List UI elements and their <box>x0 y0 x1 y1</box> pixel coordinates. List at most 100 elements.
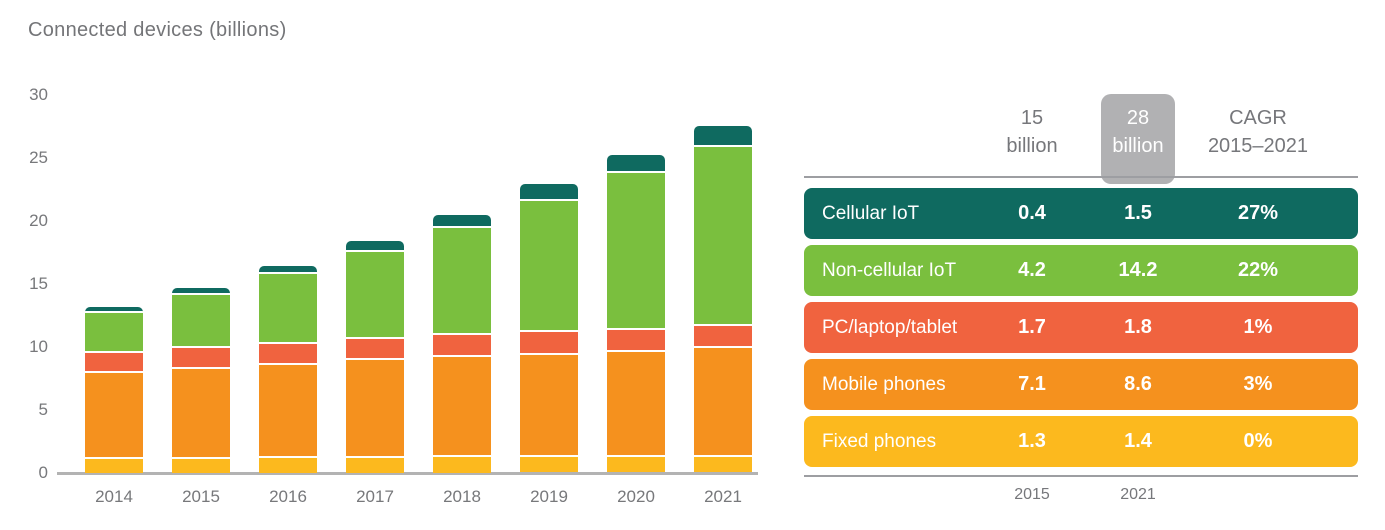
bar-segment-pc-laptop-tablet-2017 <box>346 336 404 359</box>
column-header-15-billion-line2: billion <box>1006 135 1058 157</box>
highlight-box-28-billion: 28 billion <box>1101 94 1175 184</box>
value-2021: 1.4 <box>1124 430 1152 452</box>
bar-segment-mobile-phones-2015 <box>172 367 230 457</box>
stacked-bar-2019 <box>520 184 578 473</box>
stacked-bar-2017 <box>346 241 404 473</box>
table-row-non-cellular-iot: Non-cellular IoT 4.2 14.2 22% <box>804 245 1358 296</box>
x-axis-label-2019: 2019 <box>530 487 568 506</box>
stacked-bar-2015 <box>172 288 230 473</box>
bar-segment-fixed-phones-2019 <box>520 454 578 473</box>
bar-segment-pc-laptop-tablet-2021 <box>694 323 752 347</box>
table-row-pc-laptop-tablet: PC/laptop/tablet 1.7 1.8 1% <box>804 302 1358 353</box>
bar-segment-pc-laptop-tablet-2014 <box>85 351 143 372</box>
y-axis-label-20: 20 <box>29 211 48 230</box>
bar-segment-cellular-iot-2021 <box>694 126 752 145</box>
row-label: Cellular IoT <box>822 202 920 224</box>
bar-segment-mobile-phones-2021 <box>694 346 752 455</box>
row-label: PC/laptop/tablet <box>822 316 958 338</box>
row-label: Non-cellular IoT <box>822 259 957 281</box>
bar-segment-mobile-phones-2014 <box>85 371 143 457</box>
bar-segment-fixed-phones-2015 <box>172 456 230 473</box>
bar-segment-cellular-iot-2020 <box>607 155 665 172</box>
stacked-bar-2014 <box>85 307 143 473</box>
value-cagr: 27% <box>1237 202 1279 224</box>
bar-segment-fixed-phones-2020 <box>607 454 665 473</box>
y-axis-label-25: 25 <box>29 148 48 167</box>
bar-segment-cellular-iot-2016 <box>259 266 317 273</box>
bar-segment-cellular-iot-2018 <box>433 215 491 227</box>
value-2015: 0.4 <box>1018 202 1046 224</box>
column-header-28-billion: 28 billion <box>1101 104 1175 160</box>
x-axis-label-2021: 2021 <box>704 487 742 506</box>
bar-segment-mobile-phones-2018 <box>433 354 491 456</box>
footer-year-2015: 2015 <box>1014 486 1050 503</box>
table-row-cellular-iot: Cellular IoT 0.4 1.5 27% <box>804 188 1358 239</box>
row-label: Mobile phones <box>822 373 946 395</box>
summary-table: 15 billion 28 billion CAGR 2015–2021 Cel… <box>804 0 1358 530</box>
stacked-bar-2020 <box>607 155 665 473</box>
header-divider-line <box>804 176 1358 178</box>
column-header-15-billion: 15 billion <box>976 104 1088 160</box>
bar-segment-fixed-phones-2014 <box>85 456 143 473</box>
value-2021: 8.6 <box>1124 373 1152 395</box>
x-axis-label-2016: 2016 <box>269 487 307 506</box>
column-header-cagr-line2: 2015–2021 <box>1207 135 1309 157</box>
value-cagr: 3% <box>1243 373 1273 395</box>
x-axis-label-2014: 2014 <box>95 487 133 506</box>
footer-divider-line <box>804 475 1358 477</box>
value-cagr: 1% <box>1243 316 1273 338</box>
value-2015: 1.3 <box>1018 430 1046 452</box>
y-axis-label-0: 0 <box>38 463 48 482</box>
column-header-28-billion-line2: billion <box>1112 135 1164 157</box>
bar-segment-non-cellular-iot-2014 <box>85 310 143 352</box>
bar-segment-cellular-iot-2017 <box>346 241 404 250</box>
x-axis-label-2018: 2018 <box>443 487 481 506</box>
bar-segment-non-cellular-iot-2020 <box>607 171 665 328</box>
table-row-mobile-phones: Mobile phones 7.1 8.6 3% <box>804 359 1358 410</box>
bar-segment-non-cellular-iot-2015 <box>172 293 230 346</box>
bar-segment-pc-laptop-tablet-2019 <box>520 330 578 353</box>
column-header-cagr: CAGR 2015–2021 <box>1188 104 1328 160</box>
column-header-15-billion-line1: 15 <box>1020 107 1044 129</box>
bar-segment-non-cellular-iot-2017 <box>346 249 404 337</box>
stacked-bar-2021 <box>694 126 752 473</box>
footer-year-2021: 2021 <box>1120 486 1156 503</box>
bar-segment-fixed-phones-2017 <box>346 456 404 473</box>
column-header-cagr-line1: CAGR <box>1229 107 1287 129</box>
x-axis-label-2017: 2017 <box>356 487 394 506</box>
y-axis-label-30: 30 <box>29 85 48 104</box>
value-2015: 1.7 <box>1018 316 1046 338</box>
bar-segment-fixed-phones-2016 <box>259 456 317 473</box>
value-2015: 4.2 <box>1018 259 1046 281</box>
value-2021: 1.8 <box>1124 316 1152 338</box>
bar-segment-cellular-iot-2015 <box>172 288 230 294</box>
y-axis-label-5: 5 <box>38 400 48 419</box>
stacked-bar-2016 <box>259 266 317 473</box>
value-2015: 7.1 <box>1018 373 1046 395</box>
bar-segment-cellular-iot-2019 <box>520 184 578 200</box>
bar-segment-mobile-phones-2020 <box>607 350 665 455</box>
y-axis-label-15: 15 <box>29 274 48 293</box>
bar-segment-pc-laptop-tablet-2020 <box>607 327 665 351</box>
x-axis-label-2020: 2020 <box>617 487 655 506</box>
row-label: Fixed phones <box>822 430 937 452</box>
value-2021: 1.5 <box>1124 202 1152 224</box>
bar-segment-fixed-phones-2021 <box>694 454 752 473</box>
bar-segment-pc-laptop-tablet-2016 <box>259 341 317 363</box>
stacked-bar-chart: 0 5 10 15 20 25 30 2014 2015 2016 2017 2018 2019 2020… <box>29 85 758 506</box>
bar-segment-non-cellular-iot-2018 <box>433 226 491 334</box>
bar-segment-non-cellular-iot-2016 <box>259 272 317 342</box>
bar-segment-fixed-phones-2018 <box>433 455 491 473</box>
value-2021: 14.2 <box>1118 259 1158 281</box>
table-row-fixed-phones: Fixed phones 1.3 1.4 0% <box>804 416 1358 467</box>
value-cagr: 0% <box>1243 430 1273 452</box>
bar-segment-pc-laptop-tablet-2018 <box>433 333 491 355</box>
column-header-28-billion-line1: 28 <box>1126 107 1150 129</box>
bar-segment-mobile-phones-2019 <box>520 352 578 455</box>
x-axis-label-2015: 2015 <box>182 487 220 506</box>
bar-segment-non-cellular-iot-2021 <box>694 144 752 324</box>
value-cagr: 22% <box>1237 259 1279 281</box>
bar-segment-pc-laptop-tablet-2015 <box>172 345 230 368</box>
y-axis-label-10: 10 <box>29 337 48 356</box>
